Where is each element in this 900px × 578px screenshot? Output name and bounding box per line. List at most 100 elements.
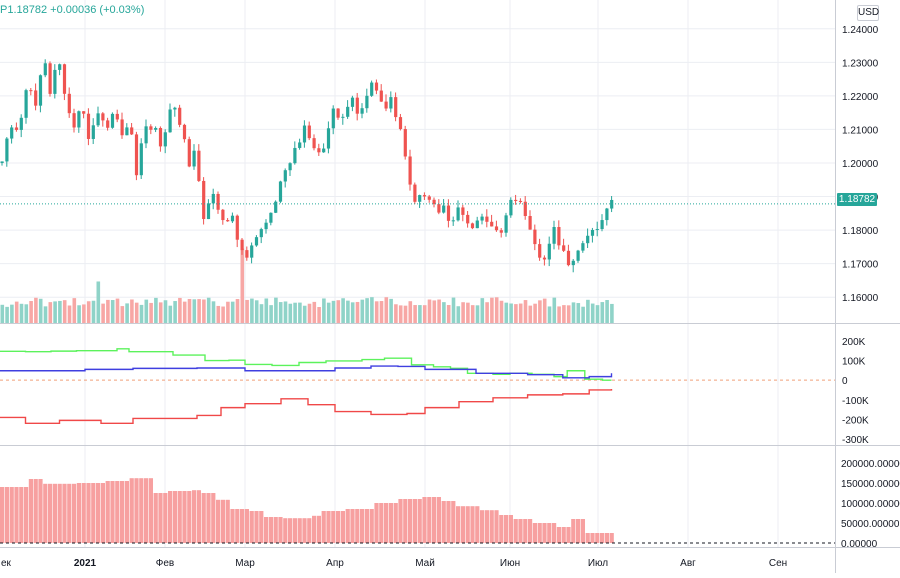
candle-body xyxy=(470,223,475,229)
histogram-bar xyxy=(312,515,317,543)
volume-bar xyxy=(408,301,413,323)
candle-body xyxy=(298,142,302,148)
candle-body xyxy=(312,138,316,149)
candle-body xyxy=(115,113,119,120)
candle-body xyxy=(341,116,345,118)
histogram-bar xyxy=(216,499,221,543)
candle-body xyxy=(120,119,124,136)
candle-body xyxy=(595,229,599,231)
volume-bar xyxy=(120,306,125,323)
histogram-bar xyxy=(28,479,33,543)
candle-body xyxy=(571,260,575,266)
volume-bar xyxy=(110,300,115,323)
candle-body xyxy=(226,220,230,222)
histogram-bar xyxy=(264,517,269,543)
volume-bar xyxy=(557,306,561,323)
volume-bar xyxy=(19,303,24,323)
histogram-bar xyxy=(43,483,48,543)
histogram-bar xyxy=(187,491,192,543)
histogram-bar xyxy=(86,483,91,543)
candle-body xyxy=(34,90,38,106)
candle-body xyxy=(154,127,158,130)
histogram-bar xyxy=(470,506,475,543)
candle-body xyxy=(590,229,595,236)
histogram-bar xyxy=(528,519,533,543)
histogram-bar xyxy=(494,510,499,543)
histogram-bar xyxy=(561,527,566,543)
volume-bar xyxy=(514,304,518,323)
candle-body xyxy=(403,129,407,157)
candle-body xyxy=(408,156,412,185)
candle-body xyxy=(24,90,28,118)
histogram-bar xyxy=(278,517,283,543)
histogram-bar xyxy=(489,510,494,543)
volume-bar xyxy=(355,301,360,323)
histogram-bar xyxy=(158,493,163,543)
candle-body xyxy=(38,75,43,106)
volume-bar xyxy=(274,297,278,323)
histogram-bar xyxy=(523,519,528,543)
volume-bar xyxy=(298,302,302,323)
candle-body xyxy=(374,82,379,91)
volume-bar xyxy=(43,306,48,323)
histogram-bar xyxy=(436,497,441,543)
candle-body xyxy=(346,106,350,117)
histogram-bar xyxy=(168,491,173,543)
volume-bar xyxy=(413,305,417,323)
x-tick-label: Сен xyxy=(769,558,787,569)
candle-body xyxy=(499,230,503,233)
histogram-bar xyxy=(360,509,365,543)
candle-body xyxy=(523,201,527,217)
volume-bar xyxy=(269,305,273,323)
histogram-bar xyxy=(321,511,326,543)
histogram-bar xyxy=(14,487,19,543)
histogram-bar xyxy=(129,478,134,543)
x-tick-label: ек xyxy=(1,558,12,569)
histogram-bar xyxy=(398,499,403,543)
candle-body xyxy=(110,113,115,128)
candle-body xyxy=(82,111,86,114)
histogram-bar xyxy=(206,493,211,543)
candle-body xyxy=(538,244,542,258)
histogram-bar xyxy=(91,483,96,543)
candle-body xyxy=(182,124,187,140)
volume-bar xyxy=(475,305,480,323)
currency-badge[interactable]: USD xyxy=(857,5,879,21)
candle-body xyxy=(101,113,105,121)
volume-bar xyxy=(336,300,341,323)
candle-body xyxy=(504,215,508,233)
candle-body xyxy=(197,150,201,181)
histogram-bar xyxy=(139,478,144,543)
candle-body xyxy=(581,243,585,251)
histogram-bar xyxy=(177,491,182,543)
volume-bar xyxy=(34,297,38,323)
candle-body xyxy=(413,184,417,202)
histogram-bar xyxy=(283,518,288,543)
price-tick-label: 1.20000 xyxy=(842,159,879,170)
candle-body xyxy=(547,243,551,260)
volume-bar xyxy=(394,304,398,323)
volume-bar xyxy=(326,302,331,323)
candle-body xyxy=(86,113,91,139)
candle-body xyxy=(67,93,71,114)
candle-body xyxy=(264,222,268,230)
histogram-bar xyxy=(451,501,456,543)
x-tick-label: Июн xyxy=(500,558,520,569)
candle-body xyxy=(475,220,479,229)
candle-body xyxy=(0,161,4,163)
histogram-bar xyxy=(393,503,398,543)
volume-bar xyxy=(384,297,389,323)
histogram-bar xyxy=(4,487,9,543)
volume-bar xyxy=(480,298,485,323)
x-tick-label: Авг xyxy=(680,558,696,569)
volume-bar xyxy=(331,300,336,323)
volume-bar xyxy=(149,302,153,323)
histogram-bar xyxy=(484,510,489,543)
cot-tick-label: -200K xyxy=(842,415,869,426)
histogram-bar xyxy=(331,511,336,543)
histogram-bar xyxy=(273,517,278,543)
candle-body xyxy=(192,150,196,167)
x-tick-label: Мар xyxy=(235,558,255,569)
candle-body xyxy=(211,193,215,204)
